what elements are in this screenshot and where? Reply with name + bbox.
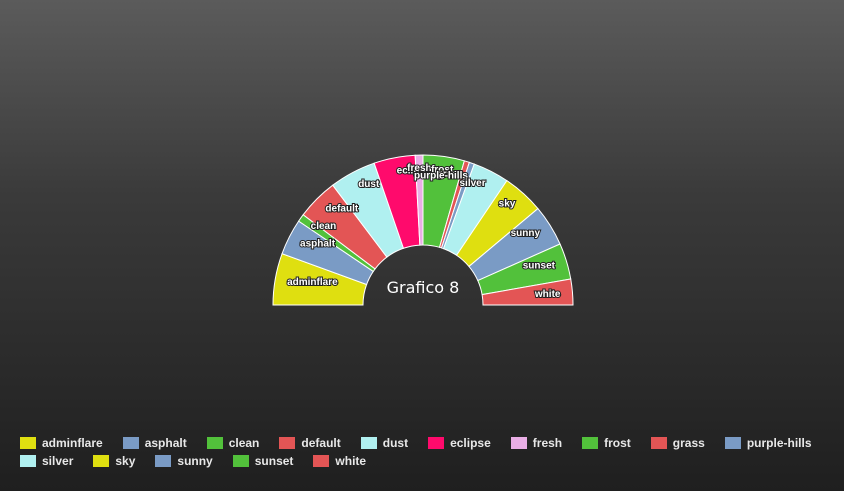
legend-item-frost[interactable]: frost	[582, 436, 631, 450]
legend-label: frost	[604, 436, 631, 450]
legend-item-eclipse[interactable]: eclipse	[428, 436, 491, 450]
legend-label: white	[335, 454, 367, 468]
legend-item-sky[interactable]: sky	[93, 454, 135, 468]
legend-label: purple-hills	[746, 436, 812, 450]
legend-swatch	[313, 455, 330, 467]
legend-swatch	[582, 437, 599, 449]
legend-item-dust[interactable]: dust	[360, 436, 409, 450]
chart-title: Grafico 8	[387, 278, 460, 297]
legend-item-silver[interactable]: silver	[20, 454, 73, 468]
legend-item-fresh[interactable]: fresh	[510, 436, 563, 450]
legend-item-adminflare[interactable]: adminflare	[20, 436, 103, 450]
slice-label-clean: clean	[311, 221, 337, 232]
legend-swatch	[279, 437, 296, 449]
legend-item-sunny[interactable]: sunny	[155, 454, 213, 468]
slice-label-sky: sky	[499, 198, 516, 209]
legend-label: sunset	[254, 454, 294, 468]
legend-item-asphalt[interactable]: asphalt	[122, 436, 187, 450]
legend-label: clean	[228, 436, 260, 450]
legend-item-sunset[interactable]: sunset	[232, 454, 294, 468]
legend-swatch	[20, 437, 36, 449]
legend-swatch	[232, 455, 249, 467]
legend-item-purple-hills[interactable]: purple-hills	[724, 436, 812, 450]
slice-label-grass: grass	[437, 169, 464, 180]
slice-label-adminflare: adminflare	[287, 277, 338, 288]
legend-label: default	[301, 436, 341, 450]
slice-label-white: white	[534, 289, 561, 300]
legend-label: dust	[382, 436, 409, 450]
legend-swatch	[155, 455, 172, 467]
legend-item-default[interactable]: default	[279, 436, 341, 450]
legend-item-white[interactable]: white	[313, 454, 366, 468]
legend-item-grass[interactable]: grass	[650, 436, 705, 450]
legend-label: sunny	[177, 454, 213, 468]
slice-label-fresh: fresh	[407, 163, 431, 174]
legend-label: eclipse	[450, 436, 491, 450]
legend-swatch	[724, 437, 741, 449]
slice-label-silver: silver	[460, 178, 486, 189]
slice-label-sunset: sunset	[523, 261, 556, 272]
slice-label-frost: frost	[431, 164, 454, 175]
slice-white[interactable]	[481, 278, 574, 306]
slice-label-eclipse: eclipse	[397, 166, 431, 177]
legend-label: sky	[115, 454, 136, 468]
legend-swatch	[360, 437, 377, 449]
slice-label-asphalt: asphalt	[300, 238, 336, 249]
legend-swatch	[428, 437, 445, 449]
slice-label-default: default	[325, 203, 358, 214]
legend-swatch	[20, 455, 36, 467]
slice-label-dust: dust	[358, 179, 380, 190]
legend-swatch	[510, 437, 527, 449]
legend-label: fresh	[532, 436, 563, 450]
slice-label-sunny: sunny	[511, 228, 541, 239]
legend-swatch	[206, 437, 223, 449]
legend-swatch	[122, 437, 139, 449]
legend-swatch	[650, 437, 667, 449]
legend-label: silver	[42, 454, 74, 468]
legend-label: adminflare	[42, 436, 103, 450]
legend-item-clean[interactable]: clean	[206, 436, 260, 450]
legend-swatch	[93, 455, 110, 467]
legend-label: asphalt	[144, 436, 187, 450]
slice-label-purple-hills: purple-hills	[414, 171, 468, 182]
legend: adminflare asphalt clean default dust eclipse…	[20, 436, 840, 468]
legend-label: grass	[672, 436, 705, 450]
